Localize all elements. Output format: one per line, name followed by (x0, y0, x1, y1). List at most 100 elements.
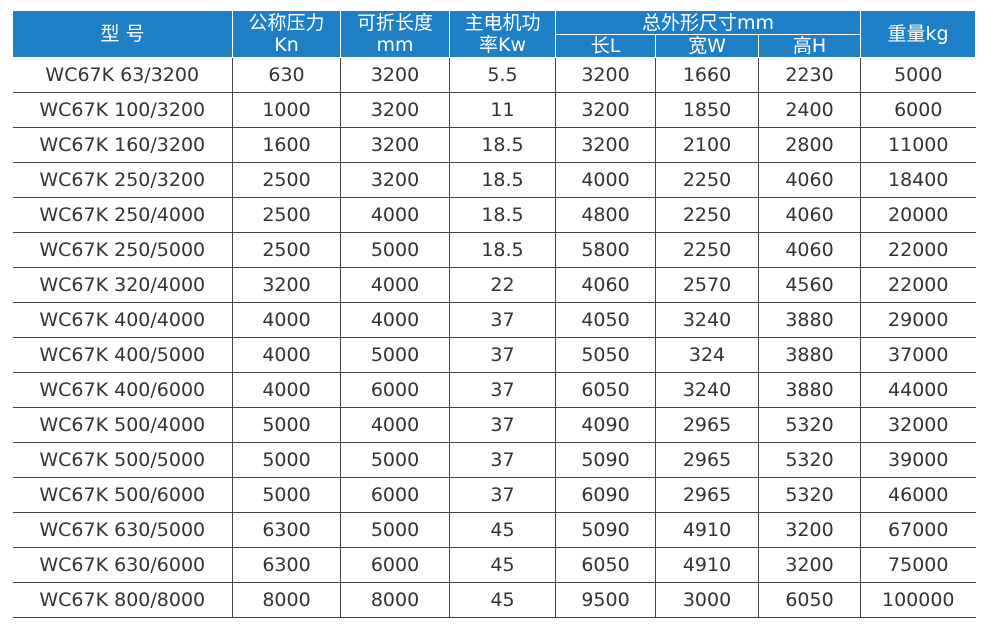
table-row: WC67K 250/5000 2500 5000 18.5 5800 2250 4060 22… (12, 232, 976, 268)
table-cell: WC67K 500/4000 (12, 407, 233, 443)
table-cell: WC67K 160/3200 (12, 127, 233, 163)
header-text: 公称压力 (248, 12, 325, 34)
table-cell: 4000 (340, 407, 450, 443)
table-cell: 324 (655, 337, 759, 373)
table-cell: 3000 (655, 582, 759, 618)
table-body: WC67K 63/3200 630 3200 5.5 3200 1660 2230 5000 W… (12, 57, 976, 618)
table-cell: 3200 (340, 57, 450, 93)
table-cell: 6000 (340, 477, 450, 513)
table-cell: 3240 (655, 302, 759, 338)
table-cell: 3240 (655, 372, 759, 408)
table-cell: 5050 (555, 337, 656, 373)
table-cell: 4000 (232, 337, 341, 373)
table-cell: 2250 (655, 197, 759, 233)
table-row: WC67K 630/6000 6300 6000 45 6050 4910 3200 7500… (12, 547, 976, 583)
table-cell: 2250 (655, 162, 759, 198)
table-cell: 32000 (860, 407, 976, 443)
table-cell: 6000 (340, 372, 450, 408)
table-cell: 37 (449, 337, 556, 373)
header-subcell: 高H (758, 34, 861, 58)
table-cell: 3880 (758, 302, 861, 338)
table-cell: 4060 (758, 162, 861, 198)
table-row: WC67K 250/4000 2500 4000 18.5 4800 2250 4060 20… (12, 197, 976, 233)
table-cell: 5320 (758, 477, 861, 513)
table-cell: 6050 (555, 547, 656, 583)
table-cell: 37 (449, 407, 556, 443)
header-subrow: 长L 宽W 高H (13, 34, 976, 58)
table-cell: 6050 (555, 372, 656, 408)
table-cell: 20000 (860, 197, 976, 233)
table-cell: 29000 (860, 302, 976, 338)
header-row: 型 号公称压力 Kn 可折长度 mm 主电机功 率Kw 总外形尺寸mm 重量kg (12, 10, 976, 58)
table-cell: 67000 (860, 512, 976, 548)
table-row: WC67K 800/8000 8000 8000 45 9500 3000 6050 1000… (12, 582, 976, 618)
table-cell: 37000 (860, 337, 976, 373)
table-row: WC67K 160/3200 1600 3200 18.5 3200 2100 2800 11… (12, 127, 976, 163)
table-cell: 18.5 (449, 197, 556, 233)
table-cell: 22000 (860, 232, 976, 268)
table-cell: 5800 (555, 232, 656, 268)
table-cell: 46000 (860, 477, 976, 513)
table-cell: 6090 (555, 477, 656, 513)
table-cell: 2400 (758, 92, 861, 128)
table-cell: 45 (449, 512, 556, 548)
table-row: WC67K 500/6000 5000 6000 37 6090 2965 5320 4600… (12, 477, 976, 513)
table-cell: 3200 (340, 127, 450, 163)
table-cell: 630 (232, 57, 341, 93)
spec-table: 型 号公称压力 Kn 可折长度 mm 主电机功 率Kw 总外形尺寸mm 重量kg 长L 宽W 高H … (12, 10, 976, 618)
table-cell: 4060 (758, 197, 861, 233)
table-row: WC67K 250/3200 2500 3200 18.5 4000 2250 4060 18… (12, 162, 976, 198)
header-cell: 可折长度 mm (340, 10, 450, 58)
table-cell: WC67K 630/5000 (12, 512, 233, 548)
table-cell: 4800 (555, 197, 656, 233)
table-cell: 4060 (758, 232, 861, 268)
header-subcell: 长L (555, 34, 656, 58)
table-cell: 4000 (232, 372, 341, 408)
table-cell: WC67K 250/4000 (12, 197, 233, 233)
table-cell: 4000 (232, 302, 341, 338)
table-row: WC67K 320/4000 3200 4000 22 4060 2570 4560 2200… (12, 267, 976, 303)
table-row: WC67K 400/5000 4000 5000 37 5050 324 3880 37000 (12, 337, 976, 373)
table-cell: 45 (449, 547, 556, 583)
table-cell: WC67K 250/5000 (12, 232, 233, 268)
table-cell: WC67K 63/3200 (12, 57, 233, 93)
table-cell: 5000 (340, 232, 450, 268)
table-cell: 8000 (232, 582, 341, 618)
table-cell: WC67K 630/6000 (12, 547, 233, 583)
table-cell: 5000 (232, 442, 341, 478)
table-cell: 37 (449, 442, 556, 478)
table-cell: 5000 (232, 477, 341, 513)
header-text: 高H (792, 35, 827, 57)
table-cell: 5000 (860, 57, 976, 93)
table-cell: 6000 (340, 547, 450, 583)
table-cell: 2250 (655, 232, 759, 268)
table-cell: 3200 (758, 547, 861, 583)
table-cell: 2965 (655, 477, 759, 513)
table-cell: 3200 (340, 162, 450, 198)
header-cell: 总外形尺寸mm (555, 10, 861, 35)
table-cell: 1000 (232, 92, 341, 128)
header-text: 主电机功 (464, 12, 541, 34)
table-cell: 4060 (555, 267, 656, 303)
table-cell: 100000 (860, 582, 976, 618)
header-cell: 型 号 (12, 10, 233, 58)
table-cell: 3200 (758, 512, 861, 548)
table-cell: 2500 (232, 232, 341, 268)
table-cell: 18.5 (449, 127, 556, 163)
table-cell: 3200 (555, 127, 656, 163)
header-text: 重量kg (887, 23, 949, 45)
table-cell: 75000 (860, 547, 976, 583)
table-cell: 5000 (340, 337, 450, 373)
table-cell: 2100 (655, 127, 759, 163)
table-cell: 37 (449, 372, 556, 408)
table-cell: 11 (449, 92, 556, 128)
table-cell: 3200 (340, 92, 450, 128)
table-cell: 3200 (555, 92, 656, 128)
table-cell: 4560 (758, 267, 861, 303)
table-cell: 4910 (655, 547, 759, 583)
table-cell: WC67K 500/6000 (12, 477, 233, 513)
table-cell: WC67K 320/4000 (12, 267, 233, 303)
header-text: 型 号 (100, 23, 145, 45)
table-cell: 2500 (232, 162, 341, 198)
table-cell: 11000 (860, 127, 976, 163)
